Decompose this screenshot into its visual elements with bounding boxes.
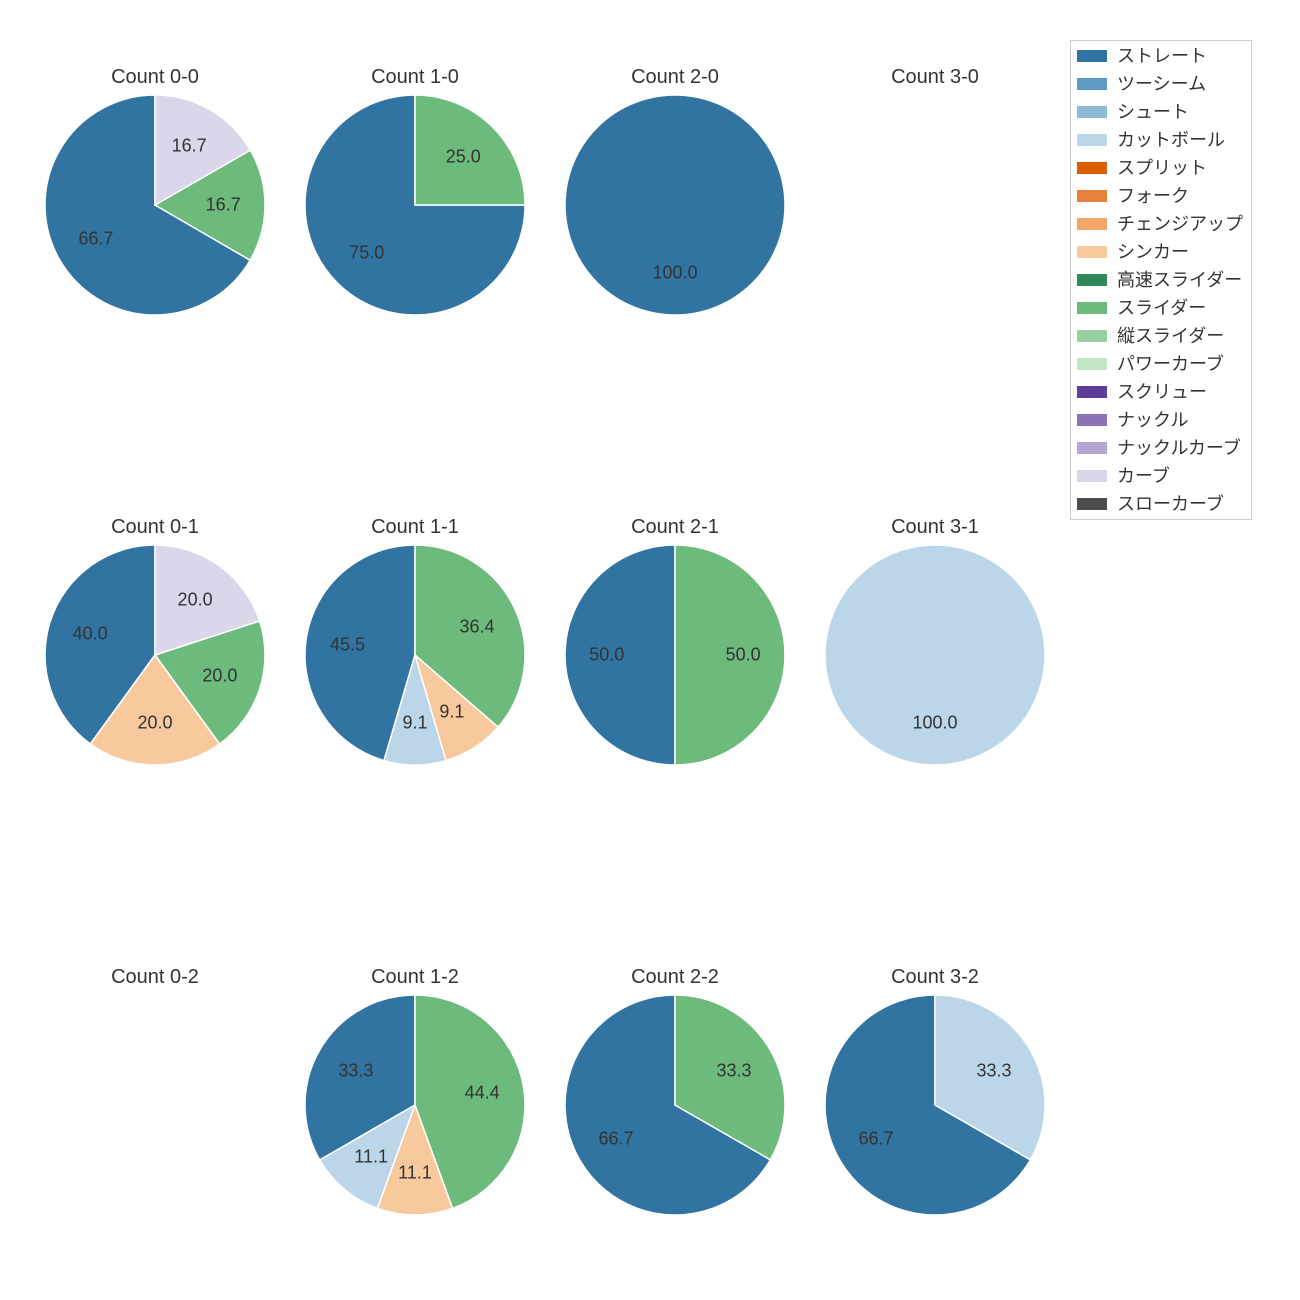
pie-svg (810, 530, 1060, 780)
panel-title: Count 3-0 (810, 66, 1060, 89)
pie-panel: Count 0-140.020.020.020.0 (30, 516, 280, 780)
legend-swatch (1077, 274, 1107, 286)
legend: ストレートツーシームシュートカットボールスプリットフォークチェンジアップシンカー… (1070, 40, 1252, 520)
pie-chart: 75.025.0 (290, 80, 540, 330)
pie-svg (290, 530, 540, 780)
legend-item: スローカーブ (1077, 495, 1243, 513)
legend-item: パワーカーブ (1077, 355, 1243, 373)
legend-label: フォーク (1117, 187, 1189, 205)
legend-label: スプリット (1117, 159, 1207, 177)
legend-item: ツーシーム (1077, 75, 1243, 93)
pie-slice (825, 545, 1045, 765)
pie-panel: Count 2-0100.0 (550, 66, 800, 330)
legend-item: スプリット (1077, 159, 1243, 177)
pie-slice (675, 545, 785, 765)
legend-item: チェンジアップ (1077, 215, 1243, 233)
legend-label: ナックル (1117, 411, 1188, 429)
legend-item: ナックル (1077, 411, 1243, 429)
pie-chart: 100.0 (550, 80, 800, 330)
pie-svg (550, 80, 800, 330)
legend-swatch (1077, 386, 1107, 398)
legend-item: 高速スライダー (1077, 271, 1243, 289)
panel-title: Count 0-2 (30, 966, 280, 989)
legend-item: カーブ (1077, 467, 1243, 485)
legend-label: 縦スライダー (1117, 327, 1224, 345)
pie-chart: 66.733.3 (550, 980, 800, 1230)
legend-item: シンカー (1077, 243, 1243, 261)
legend-item: カットボール (1077, 131, 1243, 149)
pie-chart: 100.0 (810, 530, 1060, 780)
legend-swatch (1077, 442, 1107, 454)
pie-svg (290, 980, 540, 1230)
pie-chart: 45.59.19.136.4 (290, 530, 540, 780)
legend-item: ナックルカーブ (1077, 439, 1243, 457)
pie-slice (565, 545, 675, 765)
pie-svg (810, 980, 1060, 1230)
legend-swatch (1077, 246, 1107, 258)
legend-item: スライダー (1077, 299, 1243, 317)
pie-panel: Count 3-266.733.3 (810, 966, 1060, 1230)
pie-chart: 50.050.0 (550, 530, 800, 780)
legend-swatch (1077, 358, 1107, 370)
legend-label: ツーシーム (1117, 75, 1206, 93)
legend-item: スクリュー (1077, 383, 1243, 401)
pie-panel: Count 2-266.733.3 (550, 966, 800, 1230)
legend-swatch (1077, 190, 1107, 202)
legend-label: カットボール (1117, 131, 1225, 149)
pie-chart: 66.733.3 (810, 980, 1060, 1230)
pie-panel: Count 0-2 (30, 966, 280, 1230)
legend-label: パワーカーブ (1117, 355, 1224, 373)
legend-swatch (1077, 78, 1107, 90)
legend-swatch (1077, 302, 1107, 314)
legend-swatch (1077, 330, 1107, 342)
pie-chart: 66.716.716.7 (30, 80, 280, 330)
legend-item: ストレート (1077, 47, 1243, 65)
legend-swatch (1077, 50, 1107, 62)
pie-panel: Count 0-066.716.716.7 (30, 66, 280, 330)
legend-label: スローカーブ (1117, 495, 1224, 513)
legend-label: 高速スライダー (1117, 271, 1242, 289)
pie-slice (565, 95, 785, 315)
pie-panel: Count 2-150.050.0 (550, 516, 800, 780)
legend-swatch (1077, 134, 1107, 146)
legend-swatch (1077, 414, 1107, 426)
legend-label: スクリュー (1117, 383, 1207, 401)
legend-swatch (1077, 162, 1107, 174)
legend-item: 縦スライダー (1077, 327, 1243, 345)
legend-label: ナックルカーブ (1117, 439, 1241, 457)
legend-label: シュート (1117, 103, 1189, 121)
pie-panel: Count 1-145.59.19.136.4 (290, 516, 540, 780)
pie-slice (415, 95, 525, 205)
legend-label: チェンジアップ (1117, 215, 1243, 233)
pie-svg (290, 80, 540, 330)
legend-swatch (1077, 106, 1107, 118)
legend-label: ストレート (1117, 47, 1207, 65)
pie-panel: Count 1-233.311.111.144.4 (290, 966, 540, 1230)
legend-item: シュート (1077, 103, 1243, 121)
legend-label: シンカー (1117, 243, 1189, 261)
legend-label: カーブ (1117, 467, 1170, 485)
legend-item: フォーク (1077, 187, 1243, 205)
pie-panel: Count 1-075.025.0 (290, 66, 540, 330)
legend-swatch (1077, 218, 1107, 230)
pie-svg (30, 80, 280, 330)
legend-swatch (1077, 498, 1107, 510)
pie-chart: 33.311.111.144.4 (290, 980, 540, 1230)
pie-panel: Count 3-0 (810, 66, 1060, 330)
legend-swatch (1077, 470, 1107, 482)
pie-svg (30, 530, 280, 780)
pie-svg (550, 530, 800, 780)
chart-stage: Count 0-066.716.716.7Count 1-075.025.0Co… (0, 0, 1300, 1300)
pie-panel: Count 3-1100.0 (810, 516, 1060, 780)
pie-chart: 40.020.020.020.0 (30, 530, 280, 780)
legend-label: スライダー (1117, 299, 1206, 317)
pie-svg (550, 980, 800, 1230)
